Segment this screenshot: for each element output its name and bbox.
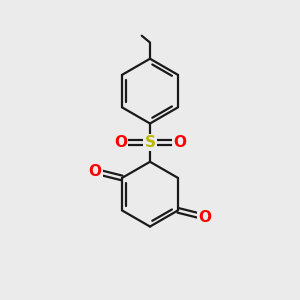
Text: O: O: [114, 135, 127, 150]
Text: O: O: [88, 164, 101, 179]
Text: O: O: [199, 210, 212, 225]
Text: O: O: [173, 135, 186, 150]
Text: S: S: [145, 135, 155, 150]
